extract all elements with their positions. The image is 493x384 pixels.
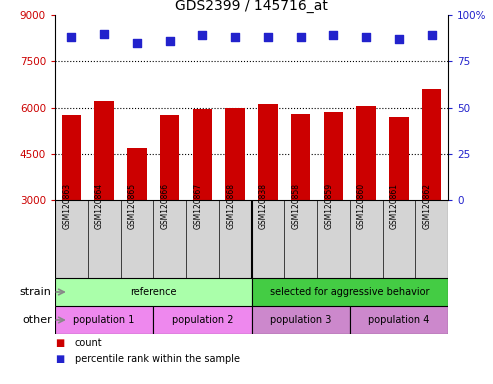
Text: GSM120866: GSM120866 [161, 183, 170, 229]
Bar [389, 117, 409, 200]
Bar [55, 278, 251, 306]
Bar [160, 115, 179, 200]
Point [133, 40, 141, 46]
Point [231, 34, 239, 40]
Bar [127, 147, 147, 200]
Text: population 1: population 1 [73, 315, 135, 325]
Bar [251, 306, 350, 334]
Bar [62, 115, 81, 200]
Text: GSM120838: GSM120838 [259, 183, 268, 229]
Point [428, 32, 436, 38]
Text: other: other [22, 315, 52, 325]
Bar [225, 108, 245, 200]
Bar [153, 306, 251, 334]
Bar [323, 112, 343, 200]
Point [329, 32, 337, 38]
Point [362, 34, 370, 40]
Title: GDS2399 / 145716_at: GDS2399 / 145716_at [175, 0, 328, 13]
Point [100, 30, 108, 36]
Bar [350, 306, 448, 334]
Bar [55, 306, 153, 334]
Text: GSM120862: GSM120862 [423, 183, 432, 229]
Bar [356, 106, 376, 200]
Point [264, 34, 272, 40]
Point [68, 34, 75, 40]
Text: population 3: population 3 [270, 315, 331, 325]
Bar [258, 104, 278, 200]
Point [198, 32, 206, 38]
Bar [291, 114, 311, 200]
Text: GSM120867: GSM120867 [193, 183, 202, 229]
Point [166, 38, 174, 44]
Text: GSM120864: GSM120864 [95, 183, 104, 229]
Point [395, 36, 403, 42]
Bar [422, 89, 441, 200]
Text: population 2: population 2 [172, 315, 233, 325]
Text: GSM120859: GSM120859 [324, 183, 333, 229]
Text: GSM120858: GSM120858 [292, 183, 301, 229]
Text: count: count [75, 338, 103, 348]
Bar [94, 101, 114, 200]
Text: ■: ■ [55, 354, 64, 364]
Text: GSM120860: GSM120860 [357, 183, 366, 229]
Bar [193, 109, 212, 200]
Text: strain: strain [20, 287, 52, 297]
Text: GSM120865: GSM120865 [128, 183, 137, 229]
Text: selected for aggressive behavior: selected for aggressive behavior [270, 287, 429, 297]
Text: GSM120861: GSM120861 [390, 183, 399, 229]
Bar [251, 278, 448, 306]
Text: ■: ■ [55, 338, 64, 348]
Text: population 4: population 4 [368, 315, 429, 325]
Text: GSM120868: GSM120868 [226, 183, 235, 229]
Text: GSM120863: GSM120863 [63, 183, 71, 229]
Text: percentile rank within the sample: percentile rank within the sample [75, 354, 240, 364]
Point [297, 34, 305, 40]
Text: reference: reference [130, 287, 176, 297]
